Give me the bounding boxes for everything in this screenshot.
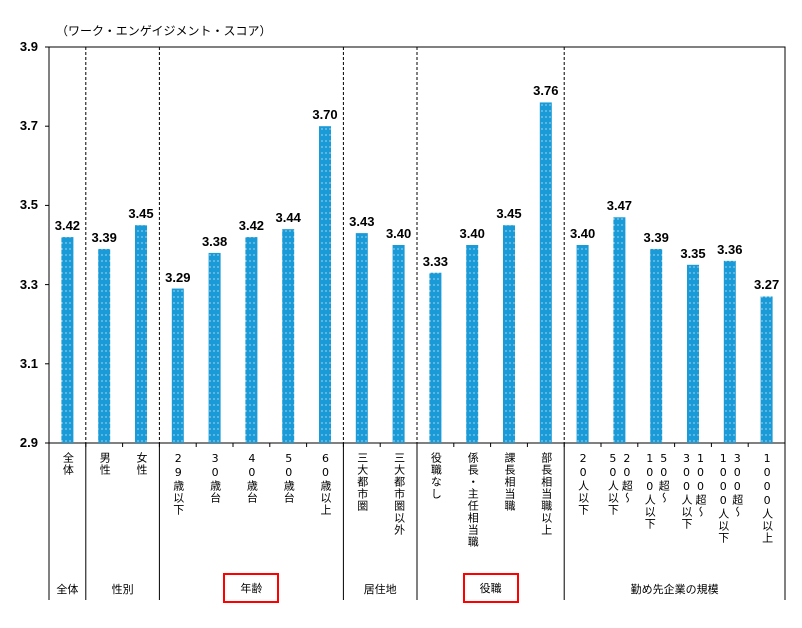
group-label: 役職: [462, 573, 519, 603]
data-label: 3.35: [680, 245, 706, 261]
bar: [245, 237, 258, 443]
y-tick-label: 2.9: [19, 435, 38, 450]
category-label: 50超～ 100人以下: [643, 452, 671, 530]
bar: [503, 225, 515, 443]
bar: [539, 102, 552, 443]
bar: [171, 288, 184, 443]
group-label: 性別: [111, 583, 134, 596]
category-label: 60歳以上: [319, 452, 332, 516]
category-label: 20超～ 50人以下: [606, 452, 634, 516]
y-tick-label: 3.9: [19, 39, 38, 54]
data-label: 3.27: [753, 277, 780, 293]
category-label: 係長・主任相当職: [466, 452, 480, 548]
data-label: 3.33: [422, 253, 449, 269]
y-tick-label: 3.3: [19, 276, 38, 292]
bar: [208, 252, 221, 443]
data-label: 3.42: [238, 218, 265, 234]
data-label: 3.36: [717, 241, 743, 257]
bar: [392, 245, 405, 443]
bar: [466, 245, 479, 443]
group-label: 年齢: [223, 573, 280, 603]
category-label: 1000人以上: [760, 452, 774, 544]
data-label: 3.40: [459, 226, 485, 241]
category-label: 100超～ 300人以下: [680, 452, 707, 530]
bar: [135, 225, 147, 443]
bar: [613, 217, 626, 443]
bar: [429, 272, 442, 443]
data-label: 3.40: [385, 226, 412, 241]
category-label: 50歳台: [282, 452, 296, 504]
category-label: 20人以下: [576, 452, 590, 516]
group-label: 勤め先企業の規模: [630, 583, 719, 596]
data-label: 3.38: [201, 233, 228, 249]
bar: [723, 260, 736, 443]
bar: [576, 245, 589, 443]
bar: [650, 248, 663, 443]
data-label: 3.45: [128, 206, 154, 222]
bar: [687, 264, 699, 443]
data-label: 3.70: [312, 107, 338, 123]
category-label: 全体: [61, 452, 75, 476]
group-label: 全体: [56, 583, 79, 596]
category-label: 三大都市圏: [355, 452, 369, 512]
bar: [98, 248, 111, 443]
data-label: 3.76: [533, 83, 559, 99]
y-tick-label: 3.1: [19, 355, 38, 371]
data-label: 3.40: [569, 226, 596, 241]
y-tick-label: 3.5: [19, 197, 38, 213]
category-label: 40歳台: [245, 452, 259, 504]
bar: [319, 126, 331, 443]
data-label: 3.39: [643, 229, 669, 245]
bar: [282, 229, 295, 443]
category-label: 男性: [98, 452, 112, 476]
data-label: 3.29: [165, 269, 191, 285]
data-label: 3.44: [275, 210, 301, 226]
data-label: 3.42: [54, 218, 81, 234]
category-label: 役職なし: [429, 452, 443, 500]
data-label: 3.45: [496, 206, 522, 222]
category-label: 三大都市圏以外: [392, 452, 406, 536]
chart-title: （ワーク・エンゲイジメント・スコア）: [56, 24, 272, 38]
group-label: 居住地: [363, 583, 397, 596]
bar: [61, 237, 74, 443]
category-label: 30歳台: [208, 452, 222, 504]
data-label: 3.43: [349, 214, 375, 230]
category-label: 課長相当職: [503, 452, 516, 512]
data-label: 3.39: [91, 229, 117, 245]
data-label: 3.47: [606, 198, 633, 214]
y-tick-label: 3.7: [19, 118, 38, 134]
category-label: 部長相当職以上: [539, 452, 553, 536]
bar: [760, 296, 773, 443]
bar: [355, 233, 368, 443]
category-label: 29歳以下: [171, 452, 185, 516]
category-label: 300超～ 1000人以下: [716, 452, 744, 544]
category-label: 女性: [135, 452, 148, 476]
